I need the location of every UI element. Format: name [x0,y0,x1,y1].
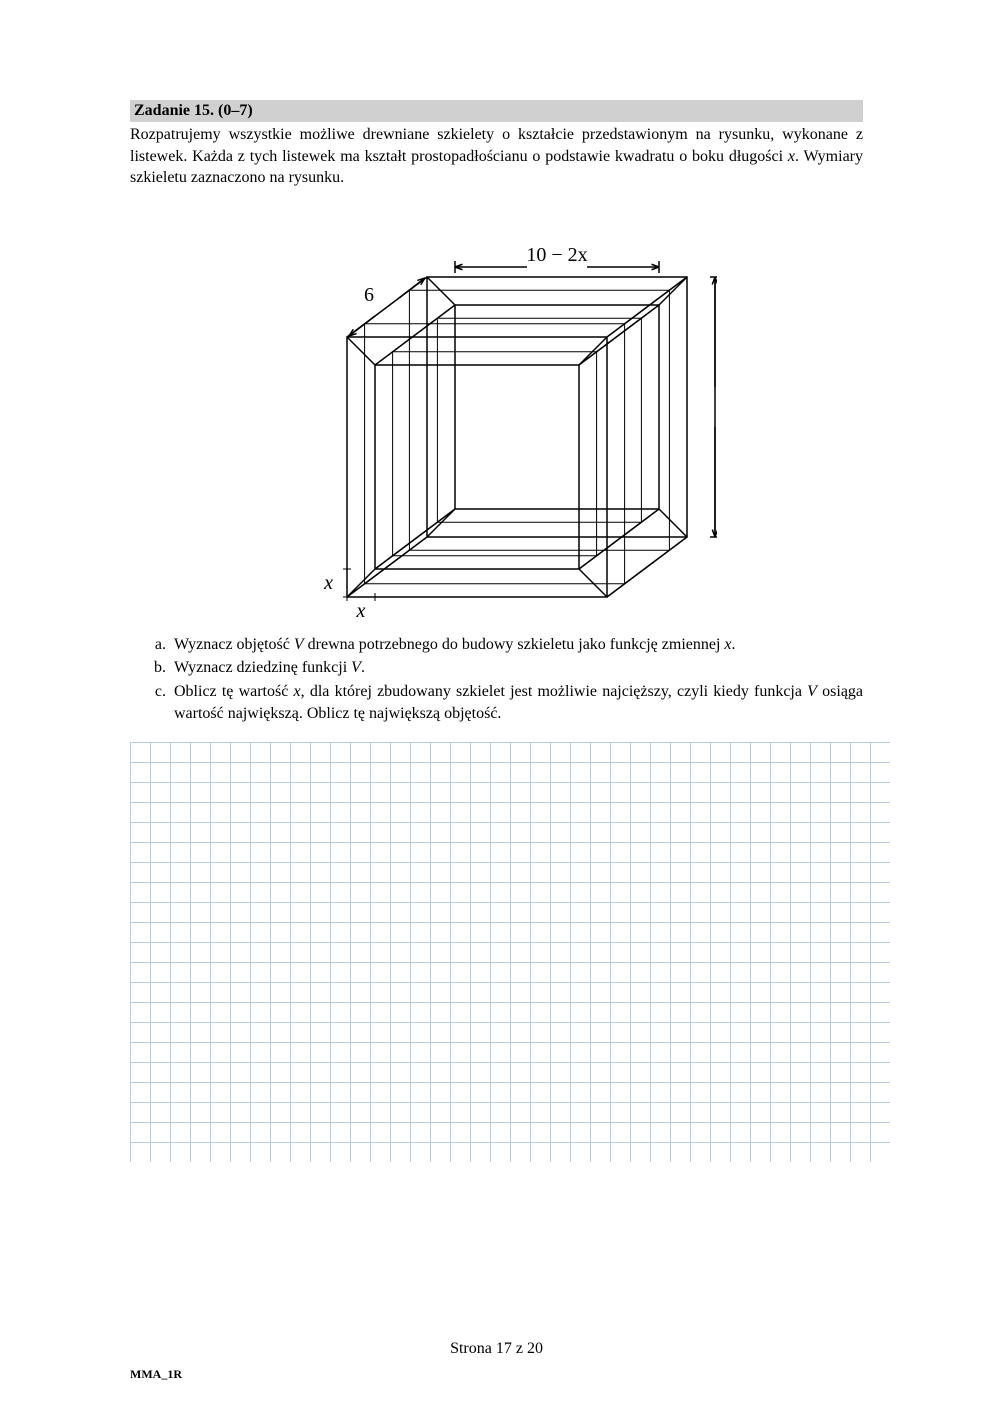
svg-text:10 − 2x: 10 − 2x [526,244,587,266]
svg-text:x: x [355,600,365,617]
subtask-c: Oblicz tę wartość x, dla której zbudowan… [170,681,863,724]
task-header: Zadanie 15. (0–7) [130,100,863,122]
skeleton-diagram: 10 − 2x66xx [277,197,717,617]
answer-grid [130,742,890,1162]
subtask-b: Wyznacz dziedzinę funkcji V. [170,657,863,679]
figure: 10 − 2x66xx [130,197,863,622]
svg-text:x: x [323,572,333,594]
svg-text:6: 6 [364,284,374,306]
task-body: Rozpatrujemy wszystkie możliwe drewniane… [130,124,863,189]
exam-code: MMA_1R [130,1367,182,1382]
subtask-list: Wyznacz objętość V drewna potrzebnego do… [130,634,863,724]
page-number: Strona 17 z 20 [0,1340,993,1358]
subtask-a: Wyznacz objętość V drewna potrzebnego do… [170,634,863,656]
